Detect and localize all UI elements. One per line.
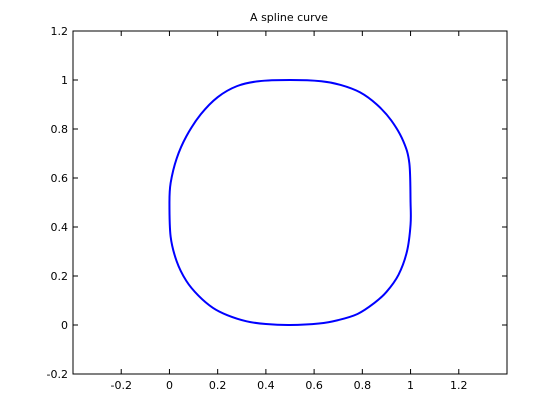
axes-box (72, 30, 508, 375)
y-tick-label: 0.4 (51, 221, 69, 234)
y-tick-label: 0.8 (51, 123, 69, 136)
y-tick-label: 1.2 (51, 25, 69, 38)
series-layer (168, 79, 412, 327)
y-tick-label: 1 (61, 74, 68, 87)
y-tick-label: 0.6 (51, 172, 69, 185)
x-tick-label: -0.2 (110, 379, 131, 392)
x-tick-label: 1 (407, 379, 414, 392)
x-tick-label: 0 (166, 379, 173, 392)
x-axis-ticks: -0.2 0 0.2 0.4 0.6 0.8 1 1.2 (110, 31, 468, 392)
y-tick-label: 0.2 (51, 270, 69, 283)
plot-axes: -0.2 0 0.2 0.4 0.6 0.8 1 1.2 -0.2 0 0.2 0.4 0.6 0.8 1… (47, 25, 508, 392)
x-tick-label: 0.6 (305, 379, 323, 392)
x-tick-label: 0.8 (354, 379, 372, 392)
y-axis-ticks: -0.2 0 0.2 0.4 0.6 0.8 1 1.2 (47, 25, 507, 381)
x-tick-label: 0.2 (209, 379, 227, 392)
chart-title: A spline curve (250, 11, 328, 24)
x-tick-label: 0.4 (257, 379, 275, 392)
y-tick-label: 0 (61, 319, 68, 332)
spline-curve-line (168, 79, 412, 327)
x-tick-label: 1.2 (450, 379, 468, 392)
y-tick-label: -0.2 (47, 368, 68, 381)
